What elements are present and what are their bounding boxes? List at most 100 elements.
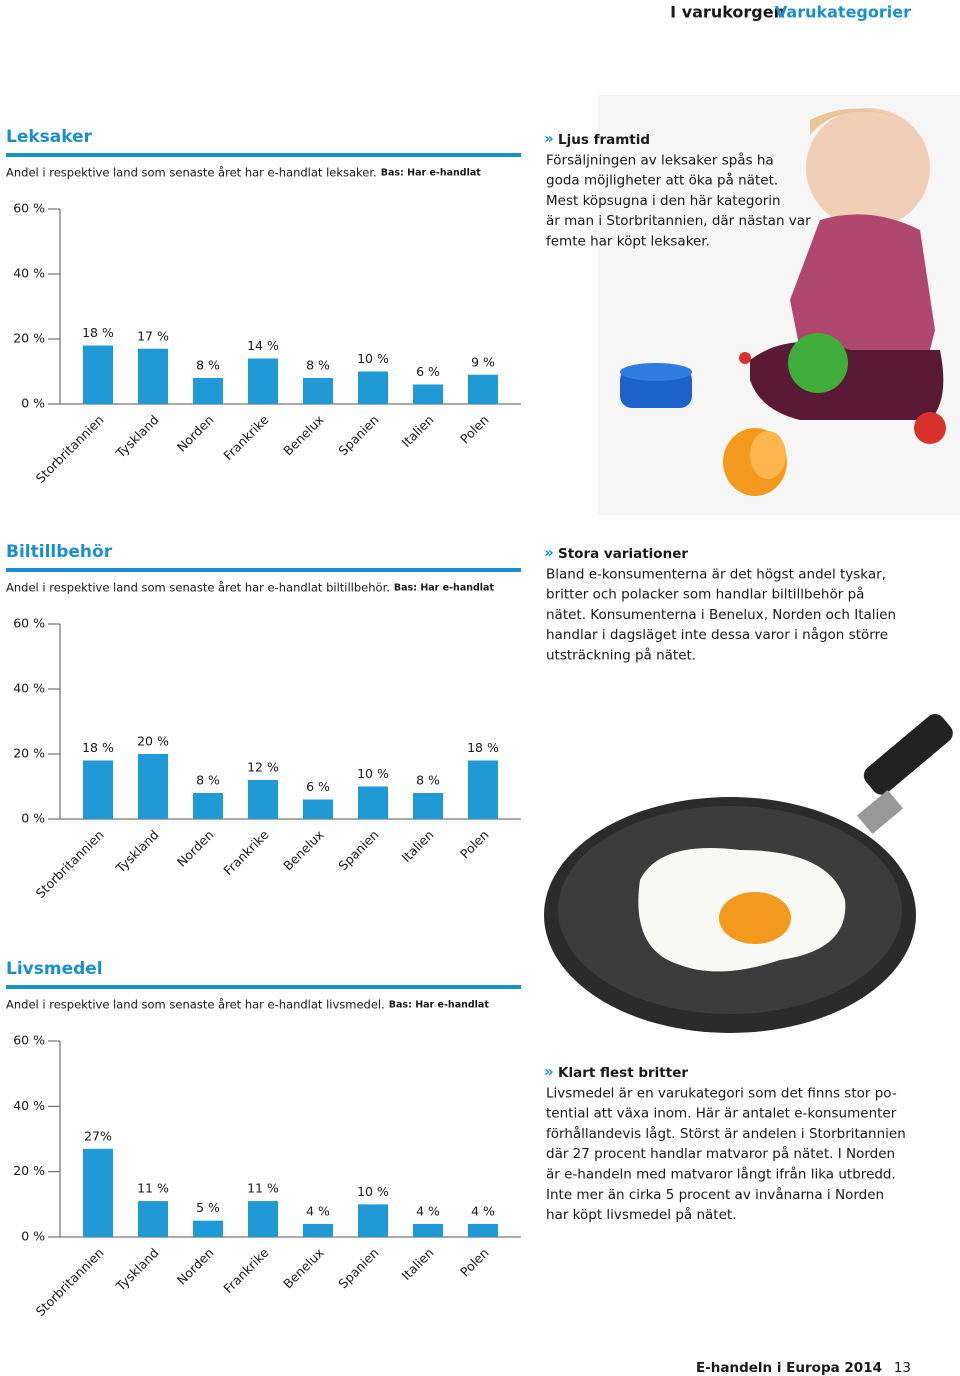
x-tick-label: Polen xyxy=(457,412,492,447)
x-tick-label: Benelux xyxy=(280,412,326,458)
value-label: 11 % xyxy=(137,1181,169,1196)
green-block xyxy=(788,333,848,393)
value-label: 18 % xyxy=(82,740,114,755)
article-line: Livsmedel är en varukategori som det fin… xyxy=(546,1085,897,1101)
x-tick-label: Storbritannien xyxy=(33,1245,107,1319)
bar xyxy=(193,1220,223,1237)
value-label: 17 % xyxy=(137,328,169,343)
bar xyxy=(83,345,113,404)
footer-page-number: 13 xyxy=(894,1360,911,1376)
value-label: 4 % xyxy=(471,1203,495,1218)
bar xyxy=(303,378,333,404)
blue-block-top xyxy=(620,363,692,381)
value-label: 5 % xyxy=(196,1200,220,1215)
article-heading: Stora variationer xyxy=(558,546,688,562)
bar xyxy=(248,780,278,819)
x-tick-label: Storbritannien xyxy=(33,827,107,901)
value-label: 9 % xyxy=(471,354,495,369)
x-tick-label: Storbritannien xyxy=(33,412,107,486)
value-label: 8 % xyxy=(306,358,330,373)
bar xyxy=(413,793,443,819)
value-label: 4 % xyxy=(306,1203,330,1218)
value-label: 6 % xyxy=(416,364,440,379)
article-line: britter och polacker som handlar biltill… xyxy=(546,586,864,603)
x-tick-label: Italien xyxy=(399,827,437,865)
x-tick-label: Frankrike xyxy=(220,412,271,463)
article-line: har köpt livsmedel på nätet. xyxy=(546,1206,736,1223)
x-tick-label: Benelux xyxy=(280,1245,326,1291)
article-line: förhållandevis lågt. Störst är andelen i… xyxy=(546,1125,906,1142)
article-line: utsträckning på nätet. xyxy=(546,647,696,664)
y-tick-label: 20 % xyxy=(13,331,45,346)
value-label: 8 % xyxy=(196,358,220,373)
article-line: tential att växa inom. Här är antalet e-… xyxy=(546,1106,897,1122)
orange-block-inner xyxy=(750,431,786,479)
article-line: Bland e-konsumenterna är det högst andel… xyxy=(546,566,886,582)
bar xyxy=(138,754,168,819)
y-tick-label: 0 % xyxy=(21,811,45,826)
y-tick-label: 40 % xyxy=(13,681,45,696)
x-tick-label: Italien xyxy=(399,1245,437,1283)
article-marker: » xyxy=(544,130,554,148)
y-tick-label: 20 % xyxy=(13,1163,45,1178)
value-label: 18 % xyxy=(82,325,114,340)
bar xyxy=(248,1201,278,1237)
baby-pants xyxy=(750,342,944,420)
bar xyxy=(83,1148,113,1237)
article-line: där 27 procent handlar matvaror på nätet… xyxy=(546,1145,895,1162)
y-tick-label: 40 % xyxy=(13,1098,45,1113)
value-label: 4 % xyxy=(416,1203,440,1218)
red-bead xyxy=(739,352,751,364)
x-tick-label: Tyskland xyxy=(112,1245,161,1294)
pan-handle xyxy=(863,714,953,795)
chart-title: Leksaker xyxy=(6,127,93,147)
article-line: är man i Storbritannien, där nästan var xyxy=(546,213,811,229)
bar xyxy=(468,1223,498,1237)
x-tick-label: Polen xyxy=(457,827,492,862)
article-line: nätet. Konsumenterna i Benelux, Norden o… xyxy=(546,607,896,623)
x-tick-label: Italien xyxy=(399,412,437,450)
article-heading: Klart flest britter xyxy=(558,1065,688,1081)
bar xyxy=(358,371,388,404)
value-label: 14 % xyxy=(247,338,279,353)
x-tick-label: Frankrike xyxy=(220,827,271,878)
bar xyxy=(358,1204,388,1237)
chart-subtitle: Andel i respektive land som senaste året… xyxy=(6,998,385,1012)
bar xyxy=(193,793,223,819)
article-line: femte har köpt leksaker. xyxy=(546,234,710,250)
article-marker: » xyxy=(544,544,554,562)
bar xyxy=(248,358,278,404)
x-tick-label: Polen xyxy=(457,1245,492,1280)
chart-subtitle: Andel i respektive land som senaste året… xyxy=(6,166,377,180)
article-line: Inte mer än cirka 5 procent av invånarna… xyxy=(546,1186,884,1203)
base-note: Bas: Har e-handlat xyxy=(394,583,495,594)
x-tick-label: Tyskland xyxy=(112,412,161,461)
value-label: 8 % xyxy=(196,773,220,788)
article-line: goda möjligheter att öka på nätet. xyxy=(546,172,778,189)
y-tick-label: 60 % xyxy=(13,201,45,216)
article-heading: Ljus framtid xyxy=(558,132,650,148)
bar xyxy=(413,1223,443,1237)
title-rule xyxy=(6,985,521,989)
value-label: 11 % xyxy=(247,1181,279,1196)
x-tick-label: Frankrike xyxy=(220,1245,271,1296)
article-line: är e-handeln med matvaror långt ifrån li… xyxy=(546,1166,896,1183)
bar xyxy=(138,348,168,404)
title-rule xyxy=(6,153,521,157)
base-note: Bas: Har e-handlat xyxy=(389,1000,490,1011)
value-label: 12 % xyxy=(247,760,279,775)
bar xyxy=(413,384,443,404)
bar xyxy=(468,374,498,404)
baby-hair xyxy=(810,108,915,135)
x-tick-label: Benelux xyxy=(280,827,326,873)
value-label: 8 % xyxy=(416,773,440,788)
egg-yolk xyxy=(719,892,791,944)
red-block xyxy=(914,412,946,444)
bar xyxy=(83,760,113,819)
title-rule xyxy=(6,568,521,572)
x-tick-label: Spanien xyxy=(335,412,381,458)
article-line: Försäljningen av leksaker spås ha xyxy=(546,151,774,168)
value-label: 20 % xyxy=(137,734,169,749)
